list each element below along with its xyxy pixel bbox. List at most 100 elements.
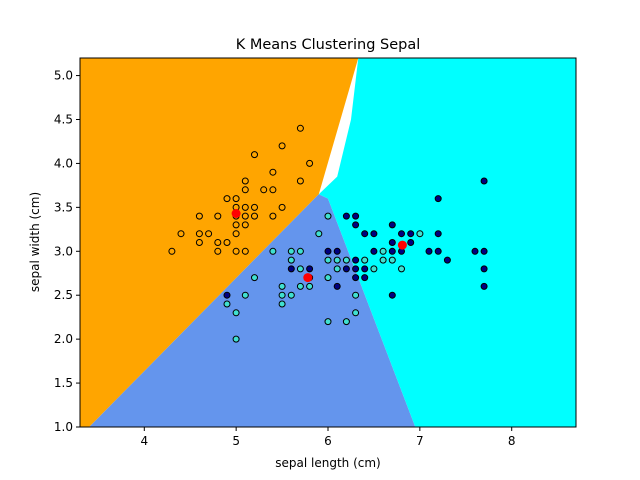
y-tick-label: 4.5 xyxy=(54,113,73,127)
data-point-cluster-2 xyxy=(287,291,295,299)
data-point-cluster-1 xyxy=(232,230,240,238)
data-point-cluster-2 xyxy=(306,282,314,290)
data-point-cluster-1 xyxy=(195,239,203,246)
plot-area xyxy=(79,57,577,428)
data-point-cluster-3 xyxy=(480,265,488,273)
data-point-cluster-2 xyxy=(296,265,304,273)
data-point-cluster-2 xyxy=(232,335,240,343)
data-point-cluster-3 xyxy=(471,247,479,255)
data-point-cluster-1 xyxy=(269,168,277,176)
x-tick-label: 5 xyxy=(232,434,240,448)
y-tick-label: 3.0 xyxy=(54,244,73,258)
data-point-cluster-3 xyxy=(480,177,488,185)
data-point-cluster-1 xyxy=(306,159,314,167)
data-point-cluster-3 xyxy=(370,230,378,238)
data-point-cluster-3 xyxy=(361,265,369,273)
data-point-cluster-1 xyxy=(251,203,258,211)
data-point-cluster-3 xyxy=(443,256,451,264)
data-point-cluster-1 xyxy=(269,186,277,194)
data-point-cluster-1 xyxy=(177,230,185,238)
data-point-cluster-2 xyxy=(361,256,369,264)
data-point-cluster-1 xyxy=(223,195,231,203)
y-tick-label: 1.5 xyxy=(54,376,73,390)
data-point-cluster-1 xyxy=(232,195,240,203)
data-point-cluster-2 xyxy=(287,247,295,255)
data-point-cluster-2 xyxy=(342,318,350,326)
data-point-cluster-3 xyxy=(333,282,341,290)
data-point-cluster-3 xyxy=(388,247,396,255)
data-point-cluster-1 xyxy=(278,203,286,211)
y-tick-label: 2.0 xyxy=(54,332,73,346)
data-point-cluster-1 xyxy=(168,247,176,255)
data-point-cluster-2 xyxy=(333,256,341,264)
data-point-cluster-3 xyxy=(352,274,360,282)
data-point-cluster-2 xyxy=(416,230,424,238)
data-point-cluster-3 xyxy=(480,282,488,290)
data-point-cluster-3 xyxy=(434,247,442,255)
data-point-cluster-1 xyxy=(241,177,249,185)
data-point-cluster-3 xyxy=(388,239,396,246)
y-tick-label: 3.5 xyxy=(54,200,73,214)
y-axis-label: sepal width (cm) xyxy=(28,192,42,292)
centroid-marker xyxy=(303,273,313,283)
x-axis-label: sepal length (cm) xyxy=(275,456,380,470)
centroid-marker xyxy=(397,240,407,250)
data-point-cluster-2 xyxy=(251,274,258,282)
x-tick-label: 7 xyxy=(416,434,424,448)
data-point-cluster-2 xyxy=(232,309,240,317)
centroid-marker xyxy=(231,209,241,218)
centroids xyxy=(231,209,407,283)
data-point-cluster-1 xyxy=(251,151,258,159)
data-point-cluster-3 xyxy=(425,247,433,255)
data-point-cluster-2 xyxy=(278,300,286,308)
data-point-cluster-3 xyxy=(352,256,360,264)
data-point-cluster-2 xyxy=(324,212,332,220)
data-point-cluster-3 xyxy=(352,221,360,229)
cluster-blue-region xyxy=(89,194,416,427)
data-point-cluster-3 xyxy=(352,265,360,273)
data-points xyxy=(168,124,488,343)
data-point-cluster-3 xyxy=(333,247,341,255)
y-tick-label: 4.0 xyxy=(54,156,73,170)
data-point-cluster-2 xyxy=(333,265,341,273)
data-point-cluster-3 xyxy=(306,265,314,273)
data-point-cluster-1 xyxy=(214,239,222,246)
data-point-cluster-1 xyxy=(241,221,249,229)
data-point-cluster-2 xyxy=(324,256,332,264)
data-point-cluster-1 xyxy=(205,230,213,238)
data-point-cluster-1 xyxy=(251,212,258,220)
data-point-cluster-3 xyxy=(388,221,396,229)
data-point-cluster-1 xyxy=(241,186,249,194)
data-point-cluster-3 xyxy=(342,212,350,220)
data-point-cluster-2 xyxy=(241,291,249,299)
data-point-cluster-3 xyxy=(434,195,442,203)
data-point-cluster-2 xyxy=(379,256,387,264)
data-point-cluster-3 xyxy=(398,230,405,238)
data-point-cluster-2 xyxy=(269,247,277,255)
data-point-cluster-3 xyxy=(434,230,442,238)
data-point-cluster-1 xyxy=(223,239,231,246)
data-point-cluster-3 xyxy=(407,230,415,238)
chart-title: K Means Clustering Sepal xyxy=(236,37,421,53)
data-point-cluster-3 xyxy=(223,291,231,299)
data-point-cluster-3 xyxy=(407,239,415,246)
data-point-cluster-2 xyxy=(315,230,323,238)
data-point-cluster-3 xyxy=(370,247,378,255)
x-axis: 4 5 6 7 8 xyxy=(140,427,516,448)
data-point-cluster-2 xyxy=(370,265,378,273)
data-point-cluster-3 xyxy=(342,265,350,273)
data-point-cluster-1 xyxy=(232,221,240,229)
data-point-cluster-1 xyxy=(241,212,249,220)
data-point-cluster-1 xyxy=(296,124,304,132)
y-tick-label: 1.0 xyxy=(54,420,73,434)
data-point-cluster-2 xyxy=(352,291,360,299)
y-axis: 1.0 1.5 2.0 2.5 3.0 3.5 4.0 4.5 5.0 xyxy=(54,69,80,434)
data-point-cluster-2 xyxy=(278,291,286,299)
data-point-cluster-1 xyxy=(232,247,240,255)
cluster-cyan-region xyxy=(318,58,576,427)
x-tick-label: 4 xyxy=(140,434,148,448)
x-tick-label: 8 xyxy=(508,434,516,448)
data-point-cluster-2 xyxy=(398,265,405,273)
data-point-cluster-2 xyxy=(287,256,295,264)
